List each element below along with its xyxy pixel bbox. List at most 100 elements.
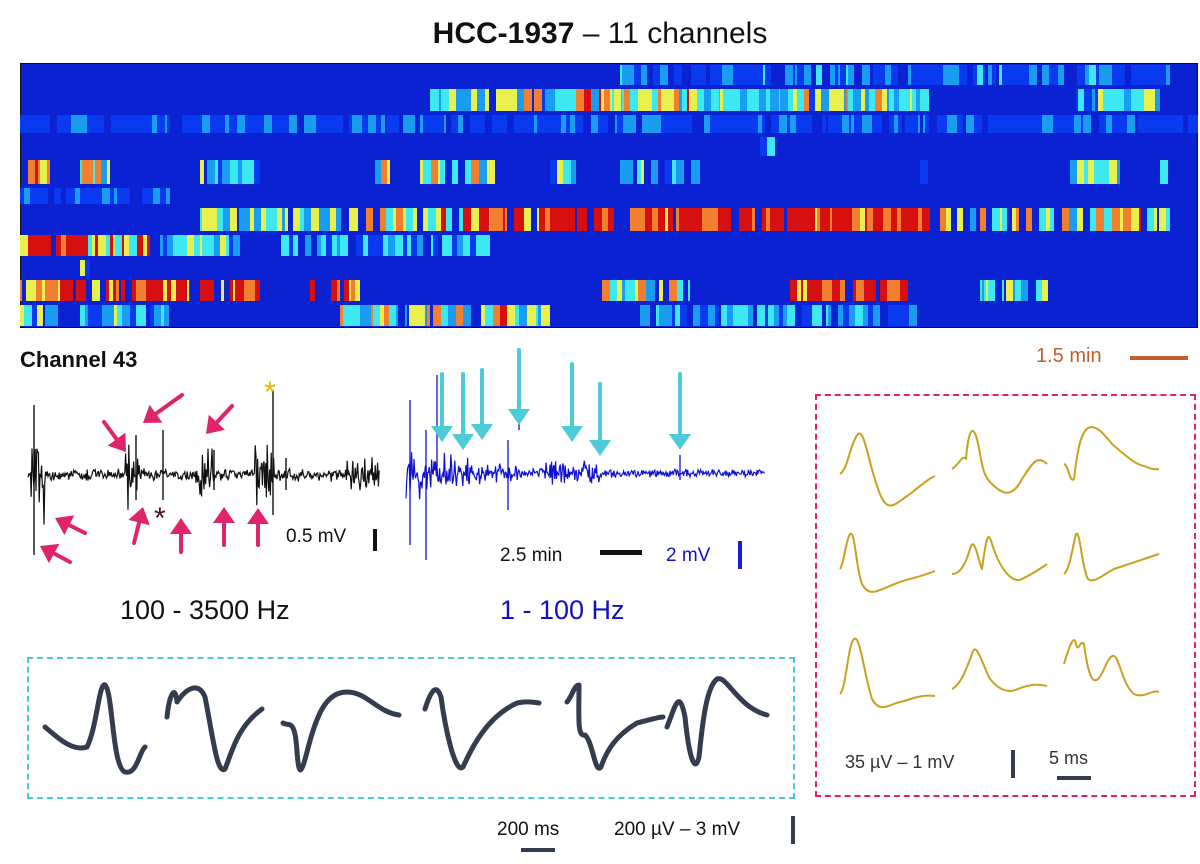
heatmap-cell <box>620 160 625 184</box>
heatmap-cell <box>679 208 686 231</box>
heatmap-cell <box>200 235 202 256</box>
heatmap-cell <box>652 208 658 231</box>
heatmap-cell <box>1042 115 1045 133</box>
heatmap-cell <box>160 188 166 204</box>
heatmap-cell <box>111 115 113 133</box>
heatmap-cell <box>741 305 745 326</box>
heatmap-cell <box>273 208 277 231</box>
heatmap-cell <box>355 280 360 301</box>
heatmap-cell <box>180 235 182 256</box>
heatmap-cell <box>641 160 644 184</box>
heatmap-cell <box>87 188 94 204</box>
heatmap-cell <box>1029 65 1037 85</box>
fast-waveform <box>951 536 1048 581</box>
heatmap-cell <box>787 208 795 231</box>
heatmap-cell <box>941 65 943 85</box>
heatmap-cell <box>444 115 446 133</box>
heatmap-cell <box>93 115 98 133</box>
heatmap-cell <box>117 305 122 326</box>
heatmap-cell <box>904 305 909 326</box>
heatmap-cell <box>957 208 963 231</box>
heatmap-cell <box>1195 115 1198 133</box>
heatmap-cell <box>898 115 902 133</box>
heatmap-cell <box>452 160 455 184</box>
heatmap-cell <box>867 208 873 231</box>
heatmap-cell <box>749 65 753 85</box>
heatmap-cell <box>337 235 340 256</box>
heatmap-cell <box>638 89 644 111</box>
heatmap-cell <box>1008 115 1015 133</box>
heatmap-cell <box>693 65 698 85</box>
heatmap-cell <box>481 305 485 326</box>
heatmap-cell <box>349 115 352 133</box>
heatmap-cell <box>360 305 368 326</box>
heatmap-cell <box>873 65 877 85</box>
heatmap-cell <box>496 89 501 111</box>
heatmap-cell <box>490 208 496 231</box>
heatmap-cell <box>40 235 44 256</box>
heatmap-cell <box>645 208 652 231</box>
heatmap-cell <box>563 160 571 184</box>
heatmap-cell <box>1017 115 1021 133</box>
heatmap-cell <box>773 208 780 231</box>
heatmap-cell <box>417 305 425 326</box>
heatmap-cell <box>427 305 430 326</box>
heatmap-cell <box>801 280 803 301</box>
heatmap-cell <box>848 65 854 85</box>
heatmap-cell <box>1015 115 1017 133</box>
heatmap-cell <box>1089 65 1096 85</box>
heatmap-cell <box>766 89 770 111</box>
heatmap-cell <box>677 280 683 301</box>
heatmap-cell <box>413 208 417 231</box>
heatmap-cell <box>826 305 828 326</box>
heatmap-cell <box>909 89 910 111</box>
heatmap-cell <box>83 188 87 204</box>
heatmap-cell <box>688 115 692 133</box>
heatmap-cell <box>563 89 570 111</box>
heatmap-cell <box>957 115 963 133</box>
heatmap-cell <box>147 188 153 204</box>
heatmap-cell <box>832 280 838 301</box>
heatmap-cell <box>909 305 917 326</box>
heatmap-row <box>20 115 1198 133</box>
heatmap-cell <box>687 89 689 111</box>
heatmap-cell <box>316 115 323 133</box>
heatmap-cell <box>992 208 1000 231</box>
heatmap-cell <box>1154 208 1157 231</box>
heatmap-cell <box>217 208 223 231</box>
heatmap-cell <box>561 89 563 111</box>
heatmap-cell <box>676 160 684 184</box>
heatmap-cell <box>189 280 190 301</box>
heatmap-cell <box>310 280 315 301</box>
heatmap-cell <box>738 65 746 85</box>
heatmap-row <box>20 235 490 256</box>
fast-waveform-box <box>815 394 1196 797</box>
heatmap-cell <box>1148 89 1155 111</box>
heatmap-cell <box>891 65 898 85</box>
heatmap-cell <box>872 115 880 133</box>
heatmap-cell <box>905 115 913 133</box>
arrow <box>206 404 234 434</box>
heatmap-cell <box>136 305 140 326</box>
heatmap-cell <box>665 208 668 231</box>
heatmap-cell <box>389 305 393 326</box>
heatmap-cell <box>838 208 845 231</box>
heatmap-cell <box>199 115 202 133</box>
heatmap-cell <box>602 280 610 301</box>
heatmap-cell <box>261 208 264 231</box>
fast-time-scale-bar <box>1057 776 1091 780</box>
heatmap-cell <box>202 208 210 231</box>
heatmap-cell <box>57 115 61 133</box>
heatmap-cell <box>700 305 708 326</box>
heatmap-cell <box>431 235 433 256</box>
heatmap-cell <box>321 235 326 256</box>
heatmap-cell <box>873 305 878 326</box>
heatmap-cell <box>697 89 704 111</box>
heatmap-cell <box>665 160 672 184</box>
heatmap-cell <box>642 115 648 133</box>
heatmap-cell <box>61 115 63 133</box>
heatmap-cell <box>380 208 386 231</box>
heatmap-cell <box>248 160 254 184</box>
heatmap-cell <box>85 260 90 276</box>
heatmap-cell <box>293 208 300 231</box>
